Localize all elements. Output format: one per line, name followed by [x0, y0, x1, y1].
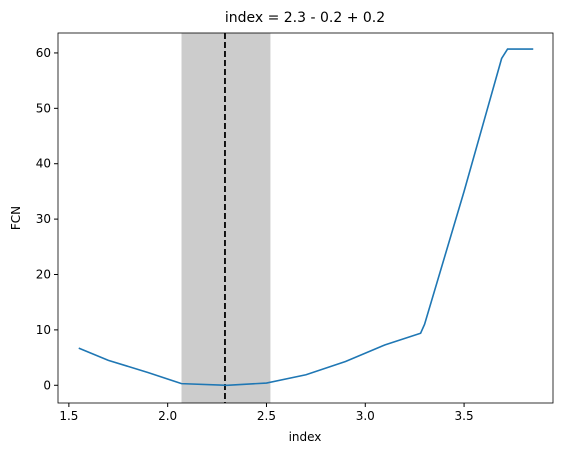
x-tick-label: 3.0 [356, 409, 375, 423]
interval-band [181, 33, 271, 403]
x-tick-label: 3.5 [455, 409, 474, 423]
x-tick-label: 1.5 [59, 409, 78, 423]
y-tick-label: 40 [36, 157, 51, 171]
y-tick-label: 10 [36, 323, 51, 337]
y-tick-label: 50 [36, 101, 51, 115]
x-axis-label: index [289, 430, 322, 444]
x-tick-label: 2.0 [158, 409, 177, 423]
axes-frame [57, 32, 554, 404]
y-tick-label: 20 [36, 267, 51, 281]
x-tick-label: 2.5 [257, 409, 276, 423]
y-tick-label: 30 [36, 212, 51, 226]
chart-title: index = 2.3 - 0.2 + 0.2 [225, 10, 385, 26]
data-line [78, 48, 534, 387]
y-tick-label: 0 [43, 378, 51, 392]
y-axis-label: FCN [9, 206, 23, 230]
y-tick-label: 60 [36, 46, 51, 60]
